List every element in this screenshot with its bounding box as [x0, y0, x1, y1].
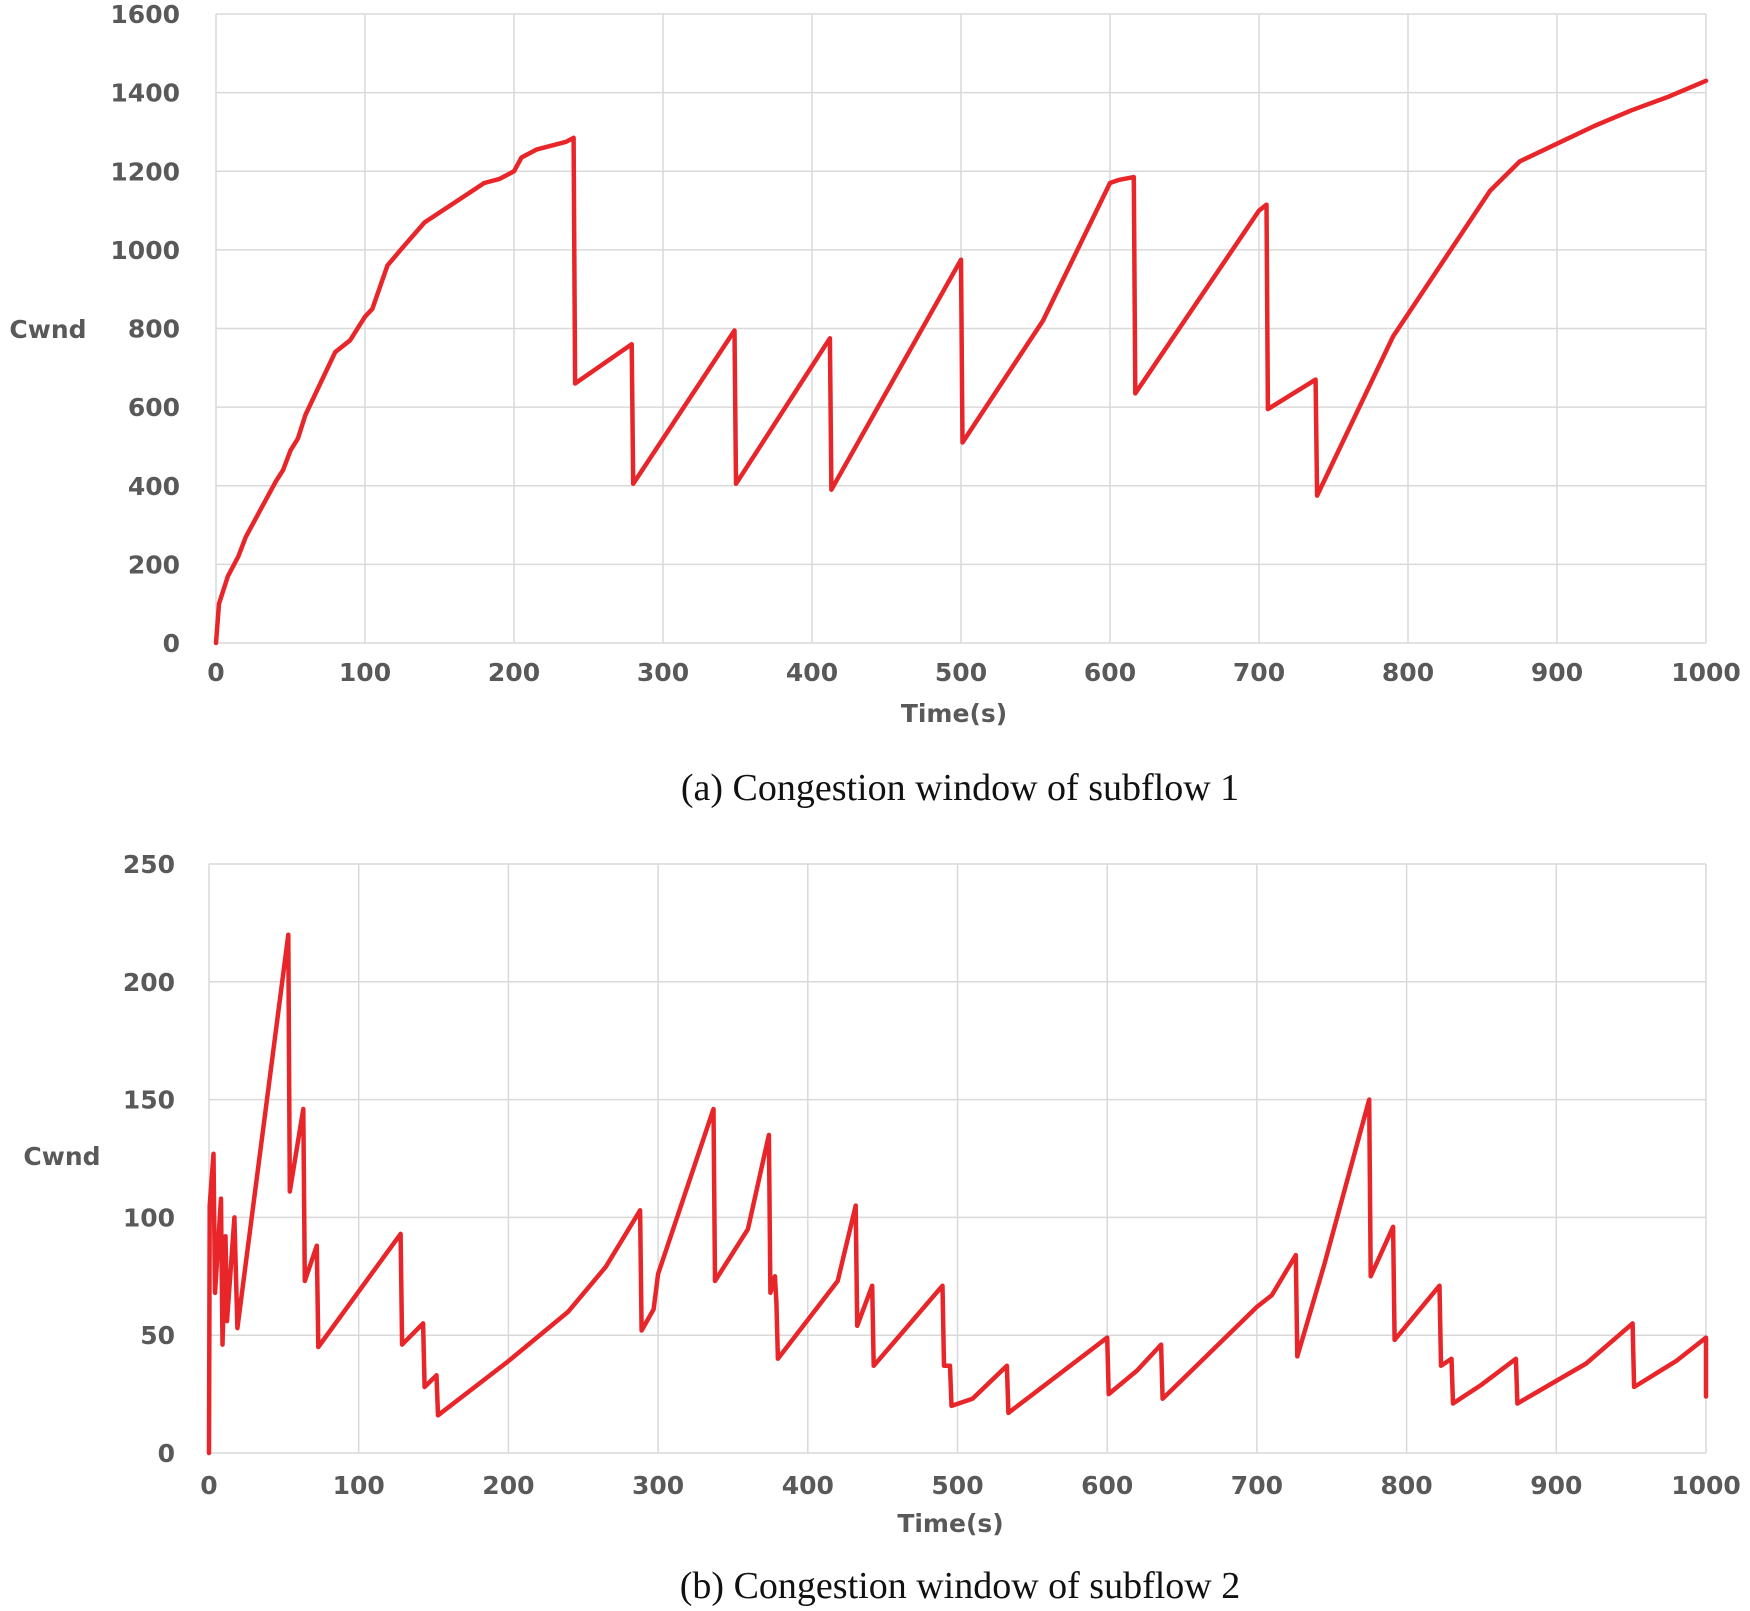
figure-caption: (a) Congestion window of subflow 1	[681, 767, 1239, 809]
x-tick-label: 300	[637, 658, 689, 687]
y-axis-title: Cwnd	[23, 1142, 100, 1171]
y-tick-label: 0	[163, 629, 180, 658]
x-tick-label: 100	[339, 658, 391, 687]
x-tick-label: 700	[1231, 1471, 1283, 1500]
y-tick-label: 150	[123, 1086, 175, 1115]
x-tick-label: 100	[333, 1471, 385, 1500]
x-tick-label: 400	[782, 1471, 834, 1500]
x-tick-label: 400	[786, 658, 838, 687]
y-tick-label: 250	[123, 850, 175, 879]
x-tick-label: 800	[1381, 1471, 1433, 1500]
x-tick-label: 200	[482, 1471, 534, 1500]
figure-caption: (b) Congestion window of subflow 2	[680, 1565, 1240, 1607]
y-tick-label: 1600	[110, 0, 180, 29]
y-tick-label: 1200	[110, 157, 180, 186]
cwnd-series-line	[213, 78, 1709, 646]
x-tick-label: 900	[1531, 658, 1583, 687]
chart-subflow-2: 0 50 100 150 200 250 0 100 200 300 400 500 600 700 800…	[23, 850, 1740, 1607]
x-tick-label: 1000	[1671, 1471, 1741, 1500]
y-tick-label: 400	[128, 472, 180, 501]
x-axis-title: Time(s)	[901, 699, 1007, 728]
y-tick-label: 800	[128, 315, 180, 344]
x-tick-label: 0	[200, 1471, 217, 1500]
x-tick-label: 0	[207, 658, 224, 687]
y-tick-label: 0	[158, 1439, 175, 1468]
x-tick-label: 300	[632, 1471, 684, 1500]
x-tick-label: 500	[935, 658, 987, 687]
y-tick-label: 50	[140, 1321, 175, 1350]
y-axis-title: Cwnd	[9, 315, 86, 344]
x-tick-label: 1000	[1671, 658, 1741, 687]
x-tick-label: 800	[1382, 658, 1434, 687]
x-tick-label: 700	[1233, 658, 1285, 687]
x-tick-label: 500	[931, 1471, 983, 1500]
x-axis-title: Time(s)	[897, 1509, 1003, 1538]
y-tick-label: 100	[123, 1203, 175, 1232]
y-tick-label: 1400	[110, 79, 180, 108]
y-tick-label: 600	[128, 393, 180, 422]
chart-subflow-1: 0 200 400 600 800 1000 1200 1400 1600 0 100 200 300 4…	[9, 0, 1740, 809]
cwnd-series-line	[206, 932, 1709, 1456]
x-tick-label: 900	[1530, 1471, 1582, 1500]
y-tick-label: 1000	[110, 236, 180, 265]
x-tick-label: 600	[1084, 658, 1136, 687]
y-tick-label: 200	[123, 968, 175, 997]
y-tick-label: 200	[128, 550, 180, 579]
x-tick-label: 200	[488, 658, 540, 687]
x-tick-label: 600	[1081, 1471, 1133, 1500]
